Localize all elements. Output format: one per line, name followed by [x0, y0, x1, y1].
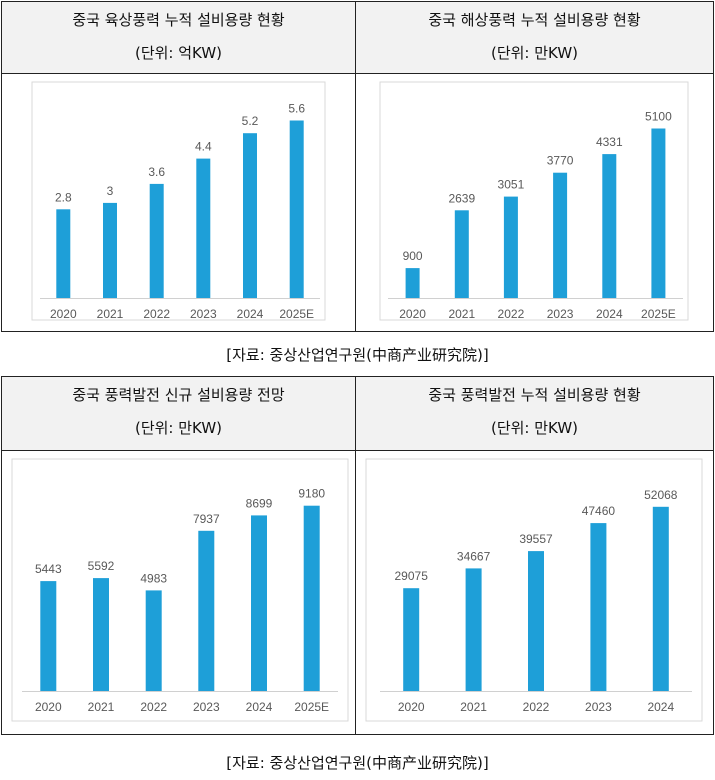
x-tick-label: 2021 [97, 307, 124, 321]
data-label: 47460 [582, 504, 616, 518]
x-tick-label: 2025E [641, 307, 676, 321]
panel-title: 중국 풍력발전 신규 설비용량 전망 [72, 386, 285, 404]
plot-cell-onshore: 2.8 2020 3 2021 3.6 2022 4.4 2023 5.2 2024 5.6 2025… [1, 73, 356, 332]
x-tick-label: 2025E [279, 307, 314, 321]
data-label: 7937 [193, 512, 220, 526]
bar [465, 568, 482, 691]
bar [103, 202, 117, 298]
data-label: 9180 [298, 487, 325, 501]
bar [454, 210, 469, 298]
data-label: 5.2 [242, 114, 259, 128]
bottom-chart-table: 중국 풍력발전 신규 설비용량 전망 (단위: 만KW) 중국 풍력발전 누적 … [1, 376, 714, 735]
bar [93, 578, 109, 691]
data-label: 5592 [88, 559, 115, 573]
panel-unit: (단위: 억KW) [134, 44, 223, 62]
bar [243, 133, 257, 298]
x-tick-label: 2020 [399, 307, 426, 321]
data-label: 2639 [448, 191, 475, 205]
x-tick-label: 2020 [50, 307, 77, 321]
data-label: 4331 [596, 135, 623, 149]
data-label: 5.6 [288, 102, 305, 116]
panel-unit: (단위: 만KW) [134, 419, 223, 437]
x-tick-label: 2022 [498, 307, 525, 321]
x-tick-label: 2024 [596, 307, 623, 321]
plot-cell-new-capacity: 5443 2020 5592 2021 4983 2022 7937 2023 8699 2024… [1, 450, 356, 735]
chart-onshore: 2.8 2020 3 2021 3.6 2022 4.4 2023 5.2 2024 5.6 2025… [31, 81, 326, 321]
x-tick-label: 2022 [523, 700, 550, 714]
data-label: 900 [403, 249, 423, 263]
bar [56, 209, 71, 298]
bar [651, 128, 666, 298]
x-tick-label: 2023 [585, 700, 612, 714]
bar [289, 120, 304, 298]
bar [198, 530, 215, 691]
plot-cell-offshore: 900 2020 2639 2021 3051 2022 3770 2023 4331 2024 5… [355, 73, 714, 332]
data-label: 52068 [644, 488, 678, 502]
bar [528, 551, 544, 691]
panel-header-new-capacity: 중국 풍력발전 신규 설비용량 전망 (단위: 만KW) [1, 376, 356, 451]
data-label: 3 [107, 184, 114, 198]
data-label: 29075 [395, 569, 429, 583]
x-tick-label: 2021 [88, 700, 115, 714]
bar [602, 154, 617, 298]
bar [251, 515, 267, 691]
x-tick-label: 2023 [547, 307, 574, 321]
bar [590, 523, 607, 691]
x-tick-label: 2025E [294, 700, 329, 714]
panel-header-cumulative: 중국 풍력발전 누적 설비용량 현황 (단위: 만KW) [355, 376, 714, 451]
panel-unit: (단위: 만KW) [490, 44, 579, 62]
data-label: 3.6 [148, 165, 165, 179]
chart-offshore: 900 2020 2639 2021 3051 2022 3770 2023 4331 2024 5… [379, 81, 689, 321]
chart-frame [11, 458, 349, 722]
bar [196, 158, 211, 298]
x-tick-label: 2022 [143, 307, 170, 321]
bar [303, 505, 320, 691]
bar [40, 581, 57, 691]
panel-title: 중국 해상풍력 누적 설비용량 현황 [428, 11, 641, 29]
bar [403, 588, 420, 691]
panel-title: 중국 풍력발전 누적 설비용량 현황 [428, 386, 641, 404]
data-label: 8699 [246, 496, 273, 510]
x-tick-label: 2022 [140, 700, 167, 714]
bar [652, 506, 669, 691]
x-tick-label: 2021 [448, 307, 475, 321]
bar [503, 196, 518, 298]
data-label: 39557 [519, 532, 553, 546]
data-label: 4.4 [195, 140, 212, 154]
x-tick-label: 2023 [193, 700, 220, 714]
bar [145, 590, 162, 691]
data-label: 3051 [498, 178, 525, 192]
source-note-top: [자료: 중상산업연구원(中商产业研究院)] [226, 346, 489, 364]
x-tick-label: 2023 [190, 307, 217, 321]
chart-frame [31, 81, 326, 321]
x-tick-label: 2024 [647, 700, 674, 714]
data-label: 3770 [547, 154, 574, 168]
panel-header-offshore: 중국 해상풍력 누적 설비용량 현황 (단위: 만KW) [355, 1, 714, 74]
bar [553, 172, 568, 298]
x-tick-label: 2021 [460, 700, 487, 714]
chart-new-capacity: 5443 2020 5592 2021 4983 2022 7937 2023 8699 2024… [11, 458, 349, 722]
plot-cell-cumulative: 29075 2020 34667 2021 39557 2022 47460 2023 5206… [355, 450, 714, 735]
data-label: 5100 [645, 110, 672, 124]
x-tick-label: 2024 [246, 700, 273, 714]
x-tick-label: 2020 [35, 700, 62, 714]
bar [149, 183, 164, 298]
data-label: 2.8 [55, 190, 72, 204]
panel-unit: (단위: 만KW) [490, 419, 579, 437]
x-tick-label: 2020 [398, 700, 425, 714]
data-label: 4983 [140, 571, 167, 585]
top-chart-table: 중국 육상풍력 누적 설비용량 현황 (단위: 억KW) 중국 해상풍력 누적 … [1, 1, 714, 332]
source-note-bottom: [자료: 중상산업연구원(中商产业研究院)] [226, 754, 489, 772]
chart-cumulative: 29075 2020 34667 2021 39557 2022 47460 2023 5206… [365, 458, 703, 722]
panel-title: 중국 육상풍력 누적 설비용량 현황 [72, 11, 285, 29]
data-label: 34667 [457, 549, 491, 563]
x-tick-label: 2024 [237, 307, 264, 321]
chart-frame [379, 81, 689, 321]
panel-header-onshore: 중국 육상풍력 누적 설비용량 현황 (단위: 억KW) [1, 1, 356, 74]
bar [405, 268, 420, 298]
data-label: 5443 [35, 562, 62, 576]
